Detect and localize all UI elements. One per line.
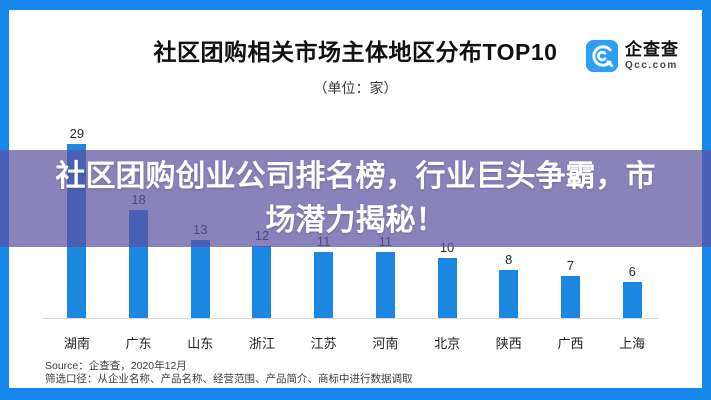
category-label: 湖南 xyxy=(63,336,90,351)
bar-value-label: 7 xyxy=(566,258,575,273)
category-label: 江苏 xyxy=(310,336,337,351)
page-title: 社区团购相关市场主体地区分布TOP10 xyxy=(153,39,558,65)
bar xyxy=(622,282,642,318)
source-line: Source：企查查，2020年12月 xyxy=(45,360,187,372)
bar xyxy=(499,270,519,318)
unit-label: （单位：家） xyxy=(313,80,398,96)
bar-value-label: 29 xyxy=(69,126,85,141)
category-label: 浙江 xyxy=(248,336,275,351)
qcc-logo: 企查查 Qcc.com xyxy=(585,39,679,73)
bar-value-label: 6 xyxy=(628,264,636,279)
x-axis-line xyxy=(43,318,659,319)
category-label: 河南 xyxy=(372,336,399,351)
category-label: 北京 xyxy=(434,336,461,351)
category-label: 陕西 xyxy=(495,336,522,351)
banner-text: 社区团购创业公司排名榜，行业巨头争霸，市场潜力揭秘！ xyxy=(55,159,656,237)
bar xyxy=(252,246,272,318)
category-label: 广西 xyxy=(557,336,584,351)
banner-overlay: 社区团购创业公司排名榜，行业巨头争霸，市场潜力揭秘！ xyxy=(0,150,711,247)
bar-column: 6 xyxy=(601,118,663,318)
qcc-logo-domain: Qcc.com xyxy=(625,60,678,71)
qcc-spiral-icon xyxy=(585,39,619,73)
filter-line: 筛选口径：从企业名称、产品名称、经营范围、产品简介、商标中进行数据调取 xyxy=(45,373,413,385)
bar xyxy=(560,276,580,318)
bar xyxy=(190,240,210,318)
bar-value-label: 8 xyxy=(505,252,513,267)
bar-column: 7 xyxy=(540,118,602,318)
category-label: 上海 xyxy=(619,336,646,351)
source-block: Source：企查查，2020年12月 筛选口径：从企业名称、产品名称、经营范围… xyxy=(45,360,413,386)
category-label: 山东 xyxy=(187,336,214,351)
bar xyxy=(437,258,457,318)
qcc-logo-text: 企查查 Qcc.com xyxy=(625,41,679,71)
bar-column: 8 xyxy=(478,118,540,318)
category-label: 广东 xyxy=(125,336,152,351)
category-row: 湖南 广东 山东 浙江 江苏 河南 北京 陕西 广西 上海 xyxy=(46,333,663,352)
qcc-logo-name: 企查查 xyxy=(625,40,679,59)
bar xyxy=(314,252,334,318)
bar xyxy=(375,252,395,318)
